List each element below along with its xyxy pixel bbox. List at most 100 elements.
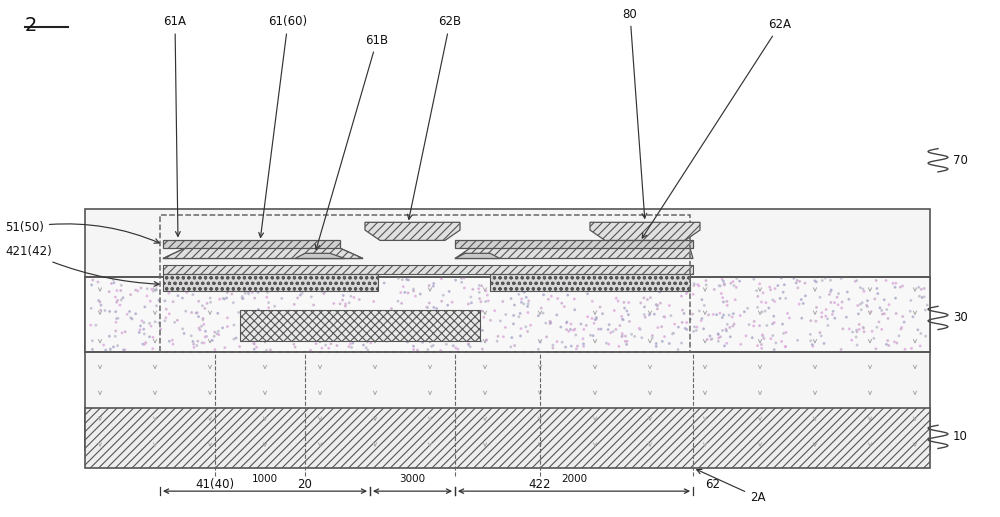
Point: [719, 297, 735, 306]
Point: [258, 346, 274, 355]
Point: [565, 326, 581, 334]
Polygon shape: [455, 253, 500, 258]
Point: [644, 331, 660, 340]
Point: [839, 288, 855, 296]
Point: [610, 297, 626, 305]
Point: [706, 285, 722, 294]
Point: [271, 281, 287, 289]
Point: [902, 307, 918, 315]
Polygon shape: [365, 222, 460, 240]
Point: [903, 296, 919, 305]
Point: [643, 294, 659, 302]
Point: [766, 345, 782, 354]
Point: [911, 292, 927, 300]
Point: [252, 308, 268, 316]
Point: [473, 298, 489, 306]
Point: [337, 302, 353, 310]
Point: [210, 327, 226, 336]
Point: [797, 279, 813, 287]
Point: [261, 317, 277, 325]
Point: [614, 315, 630, 323]
Point: [723, 279, 739, 287]
Point: [716, 311, 732, 319]
Point: [393, 288, 409, 297]
Point: [701, 311, 717, 319]
Point: [323, 340, 339, 348]
Point: [754, 298, 770, 306]
Point: [619, 307, 635, 315]
Point: [444, 298, 460, 307]
Point: [343, 292, 359, 300]
Point: [178, 307, 194, 315]
Point: [281, 328, 297, 336]
Point: [584, 297, 600, 306]
Point: [566, 295, 582, 303]
Point: [633, 299, 649, 307]
Point: [143, 322, 159, 330]
Point: [161, 337, 177, 345]
Point: [186, 340, 202, 348]
Point: [711, 282, 727, 290]
Bar: [240, 310, 480, 341]
Point: [362, 276, 378, 284]
Text: 10: 10: [953, 430, 968, 444]
Point: [412, 290, 428, 298]
Point: [679, 318, 695, 327]
Point: [601, 340, 617, 348]
Point: [476, 313, 492, 322]
Point: [506, 311, 522, 320]
Polygon shape: [163, 248, 363, 258]
Point: [219, 294, 235, 302]
Point: [746, 322, 762, 330]
Point: [573, 320, 589, 328]
Point: [464, 316, 480, 325]
Point: [859, 302, 875, 311]
Point: [874, 310, 890, 318]
Point: [766, 312, 782, 321]
Text: 3000: 3000: [399, 474, 426, 484]
Text: 61A: 61A: [164, 16, 186, 236]
Point: [202, 294, 218, 302]
Point: [224, 290, 240, 298]
Point: [518, 293, 534, 301]
Point: [542, 319, 558, 327]
Point: [693, 316, 709, 325]
Point: [326, 330, 342, 339]
Point: [584, 314, 600, 323]
Point: [881, 341, 897, 349]
Text: 30: 30: [953, 311, 968, 325]
Point: [750, 342, 766, 350]
Point: [691, 282, 707, 290]
Point: [795, 299, 811, 308]
Point: [691, 307, 707, 315]
Point: [852, 300, 868, 308]
Point: [400, 338, 416, 346]
Polygon shape: [590, 222, 700, 240]
Point: [619, 340, 635, 348]
Point: [627, 332, 643, 341]
Point: [761, 304, 777, 312]
Point: [200, 283, 216, 292]
Point: [342, 340, 358, 348]
Point: [910, 326, 926, 334]
Point: [333, 336, 349, 344]
Text: 51(50): 51(50): [5, 221, 159, 243]
Point: [262, 346, 278, 354]
Point: [363, 339, 379, 347]
Point: [736, 308, 752, 316]
Point: [740, 304, 756, 312]
Point: [234, 312, 250, 321]
Point: [217, 343, 233, 352]
Point: [917, 306, 933, 314]
Point: [109, 298, 125, 307]
Point: [478, 287, 494, 295]
Point: [823, 298, 839, 307]
Point: [400, 289, 416, 297]
Point: [332, 312, 348, 321]
Point: [864, 327, 880, 336]
Point: [576, 342, 592, 351]
Point: [420, 303, 436, 312]
Point: [757, 307, 773, 315]
Point: [136, 318, 152, 327]
Point: [664, 330, 680, 338]
